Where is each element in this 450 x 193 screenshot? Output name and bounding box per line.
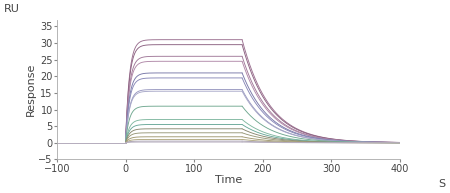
Text: S: S [439,179,446,189]
Y-axis label: Response: Response [26,63,36,116]
X-axis label: Time: Time [215,175,242,185]
Text: RU: RU [4,4,20,14]
